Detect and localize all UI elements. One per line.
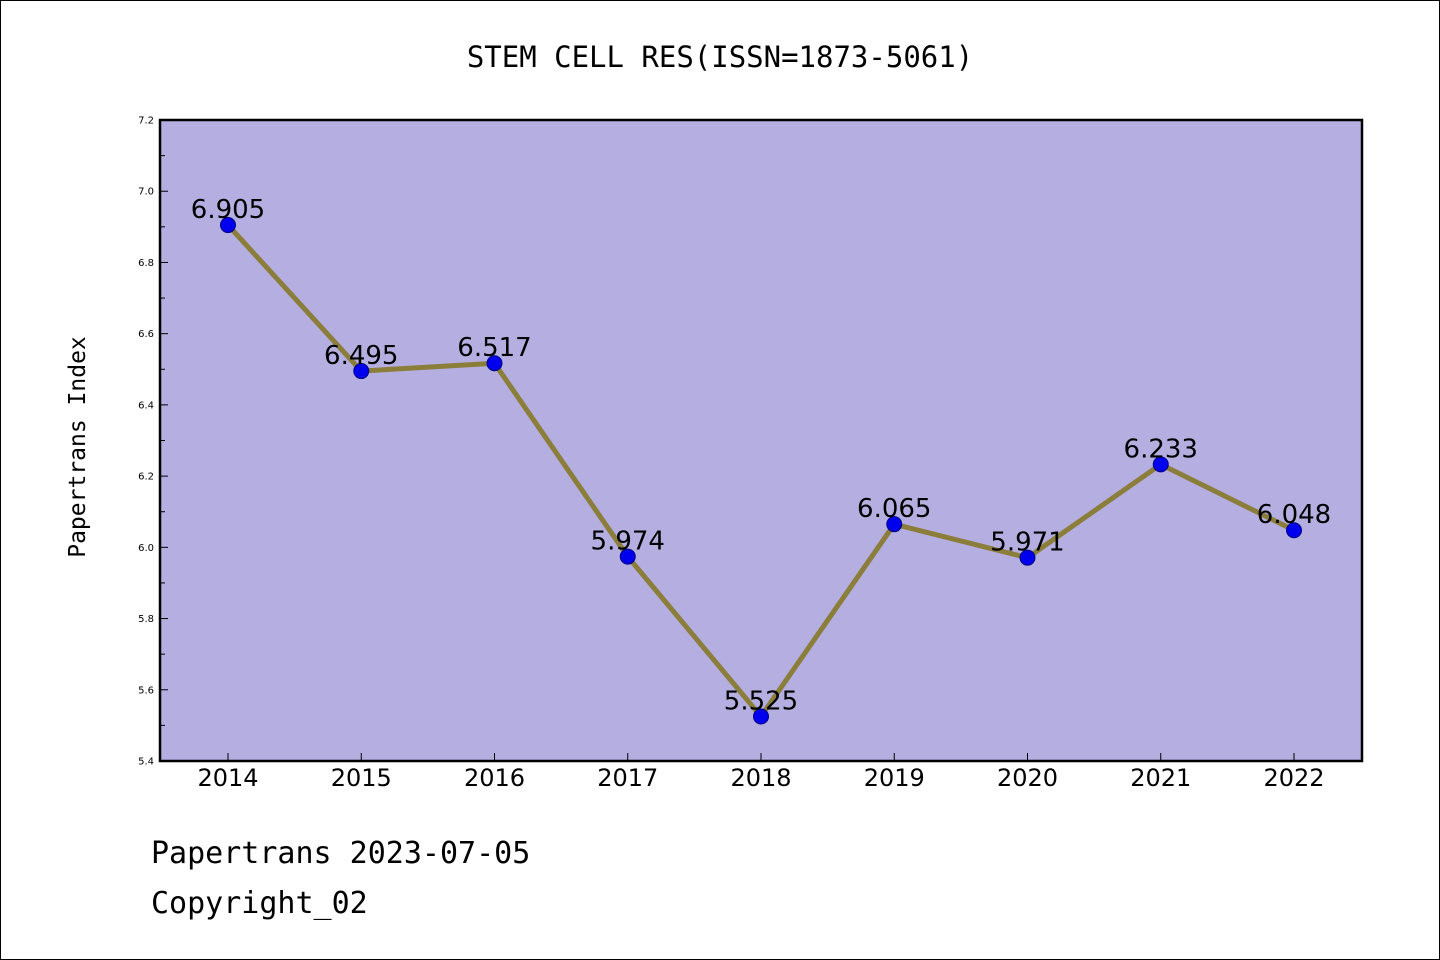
data-point-marker <box>1019 549 1036 566</box>
data-point-marker <box>353 363 370 380</box>
y-tick-label: 5.8 <box>138 614 154 625</box>
data-point-marker <box>486 355 503 372</box>
x-tick-label: 2018 <box>730 764 791 792</box>
data-label: 6.065 <box>857 494 931 524</box>
x-tick-label: 2015 <box>331 764 392 792</box>
x-tick-label: 2019 <box>864 764 925 792</box>
data-point-marker <box>886 516 903 533</box>
y-tick-label: 6.8 <box>138 258 154 269</box>
data-label: 6.517 <box>457 333 531 363</box>
axis-layer: 5.4 5.6 5.8 6.0 6.2 6.4 6.6 6.8 7.0 7.2 2014 2015 20… <box>138 116 1324 793</box>
data-point-marker <box>753 708 769 725</box>
plot-area <box>160 120 1362 761</box>
y-tick-label: 6.0 <box>138 543 154 554</box>
x-tick-label: 2020 <box>997 764 1058 792</box>
y-tick-label: 5.6 <box>138 685 154 696</box>
data-point-marker <box>1286 522 1302 539</box>
x-tick-label: 2021 <box>1130 764 1191 792</box>
y-axis-label: Papertrans Index <box>65 336 91 558</box>
data-label: 6.905 <box>191 195 265 225</box>
y-tick-label: 5.4 <box>138 757 154 768</box>
data-label: 5.974 <box>591 527 665 557</box>
data-label: 6.048 <box>1257 500 1331 530</box>
y-tick-label: 6.4 <box>138 400 154 411</box>
series-layer: 6.905 6.495 6.517 5.974 5.525 6.065 5.971 6.233… <box>191 195 1331 725</box>
data-label: 6.495 <box>324 341 398 371</box>
y-tick-label: 6.6 <box>138 329 154 340</box>
chart-title: STEM CELL RES(ISSN=1873-5061) <box>467 40 973 74</box>
data-label: 6.233 <box>1124 434 1198 464</box>
data-point-marker <box>220 217 236 234</box>
x-tick-label: 2022 <box>1263 764 1324 792</box>
x-tick-label: 2016 <box>464 764 525 792</box>
y-tick-label: 7.0 <box>138 187 154 198</box>
data-label: 5.525 <box>724 686 798 716</box>
x-tick-label: 2017 <box>597 764 658 792</box>
y-tick-label: 6.2 <box>138 472 154 483</box>
data-point-marker <box>1152 456 1169 473</box>
footer-copyright-line: Copyright_02 <box>151 886 368 921</box>
y-tick-label: 7.2 <box>138 116 154 127</box>
data-point-marker <box>619 548 636 565</box>
footer-date-line: Papertrans 2023-07-05 <box>151 836 531 871</box>
x-tick-label: 2014 <box>197 764 258 792</box>
data-label: 5.971 <box>990 528 1064 558</box>
plot-frame <box>158 118 1364 763</box>
